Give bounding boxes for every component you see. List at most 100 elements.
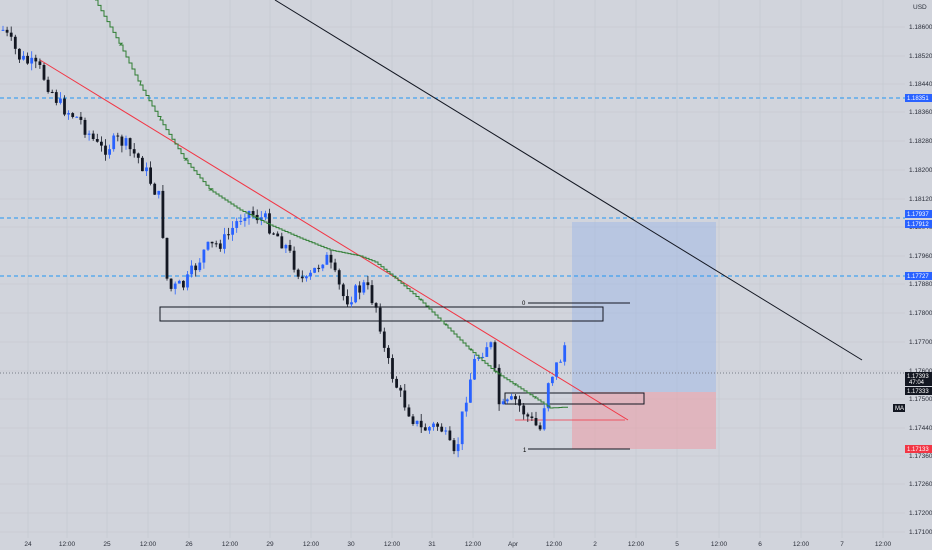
candle-body: [165, 237, 169, 279]
price-tick-label: 1.17500: [909, 396, 932, 403]
candle-body: [112, 135, 116, 150]
svg-text:1.18351: 1.18351: [907, 96, 929, 102]
price-tick-label: 1.17600: [909, 368, 932, 375]
price-tick-label: 1.18520: [909, 53, 932, 60]
candle-body: [161, 190, 165, 238]
candle-body: [300, 276, 304, 279]
candle-body: [485, 347, 489, 357]
candle-body: [59, 98, 62, 103]
fib-label-1: 1: [523, 448, 527, 454]
price-tick-label: 1.17700: [909, 339, 932, 346]
candle-body: [346, 296, 349, 305]
svg-text:1.17912: 1.17912: [907, 222, 929, 228]
candle-body: [280, 236, 284, 249]
long-trendline[interactable]: [274, 0, 863, 361]
candle-body: [169, 278, 173, 289]
candle-body: [534, 417, 538, 426]
time-tick-label: 12:00: [384, 541, 401, 548]
candle-body: [1, 29, 5, 31]
candle-body: [292, 250, 296, 270]
candle-body: [157, 190, 161, 195]
candle-body: [493, 342, 497, 368]
candle-body: [276, 233, 280, 237]
candle-body: [337, 270, 341, 285]
candle-body: [231, 227, 234, 235]
candle-body: [448, 430, 452, 441]
candle-body: [362, 282, 366, 293]
candle-body: [563, 345, 567, 362]
time-tick-label: 2: [593, 541, 597, 548]
candle-body: [305, 276, 308, 279]
candle-body: [497, 367, 501, 405]
time-tick-label: 12:00: [59, 541, 76, 548]
candle-body: [391, 358, 394, 379]
candle-body: [87, 133, 91, 135]
candle-body: [473, 358, 476, 380]
candle-body: [153, 183, 157, 195]
candle-body: [239, 220, 243, 222]
time-tick-label: 12:00: [711, 541, 728, 548]
price-tick-label: 1.18200: [909, 167, 932, 174]
candle-body: [526, 414, 530, 417]
candle-body: [22, 55, 25, 60]
candle-body: [321, 264, 325, 269]
candle-body: [555, 362, 558, 377]
price-tick-label: 1.17360: [909, 453, 932, 460]
price-tick-label: 1.17260: [909, 481, 932, 488]
svg-text:1.17133: 1.17133: [907, 447, 929, 453]
candle-body: [546, 383, 550, 409]
red-trendline[interactable]: [39, 59, 629, 421]
candle-body: [5, 29, 9, 33]
candle-body: [136, 153, 140, 158]
candle-body: [71, 113, 75, 117]
candle-body: [50, 91, 54, 93]
candle-body: [100, 141, 103, 146]
candle-body: [223, 234, 226, 249]
candle-body: [67, 113, 70, 115]
candle-body: [13, 36, 17, 49]
candle-body: [194, 265, 198, 271]
price-tags: 1.18351 1.17937 1.17912 1.17727 1.1739347:04…: [893, 94, 932, 453]
price-tick-label: 1.17100: [909, 529, 932, 536]
candle-body: [202, 249, 206, 263]
svg-text:1.17937: 1.17937: [907, 212, 929, 218]
candle-body: [444, 430, 448, 432]
candle-body: [190, 265, 193, 275]
candle-body: [198, 262, 202, 271]
time-axis[interactable]: 24 12:00 25 12:00 26 12:00 29 12:00 30 12:00 31 12:…: [24, 541, 891, 548]
candle-body: [288, 245, 292, 251]
price-tag: 1.18351: [905, 94, 932, 102]
price-tag: 1.17912: [905, 220, 932, 228]
entry-box[interactable]: [504, 392, 645, 405]
time-tick-label: 7: [840, 541, 844, 548]
candle-body: [42, 64, 46, 80]
price-tick-label: 1.17800: [909, 310, 932, 317]
candle-body: [141, 157, 144, 172]
time-tick-label: 12:00: [222, 541, 239, 548]
candle-body: [272, 233, 275, 235]
candle-body: [440, 426, 444, 432]
candle-body: [38, 61, 42, 65]
candle-body: [264, 213, 267, 218]
candle-body: [108, 149, 111, 155]
time-tick-label: 5: [675, 541, 679, 548]
candle-body: [559, 361, 562, 363]
time-tick-label: 30: [347, 541, 355, 548]
candle-body: [382, 331, 386, 348]
time-tick-label: 12:00: [303, 541, 320, 548]
candle-body: [206, 241, 210, 250]
candle-body: [378, 307, 382, 332]
candle-body: [551, 376, 554, 384]
candle-body: [489, 342, 493, 348]
time-tick-label: 12:00: [465, 541, 482, 548]
time-tick-label: 25: [103, 541, 111, 548]
candle-body: [116, 135, 120, 137]
time-tick-label: 6: [758, 541, 762, 548]
svg-text:1.17393: 1.17393: [907, 374, 929, 380]
candle-body: [317, 267, 321, 269]
candle-body: [243, 217, 247, 221]
time-tick-label: 12:00: [793, 541, 810, 548]
candle-body: [75, 116, 79, 118]
candle-body: [91, 133, 95, 140]
